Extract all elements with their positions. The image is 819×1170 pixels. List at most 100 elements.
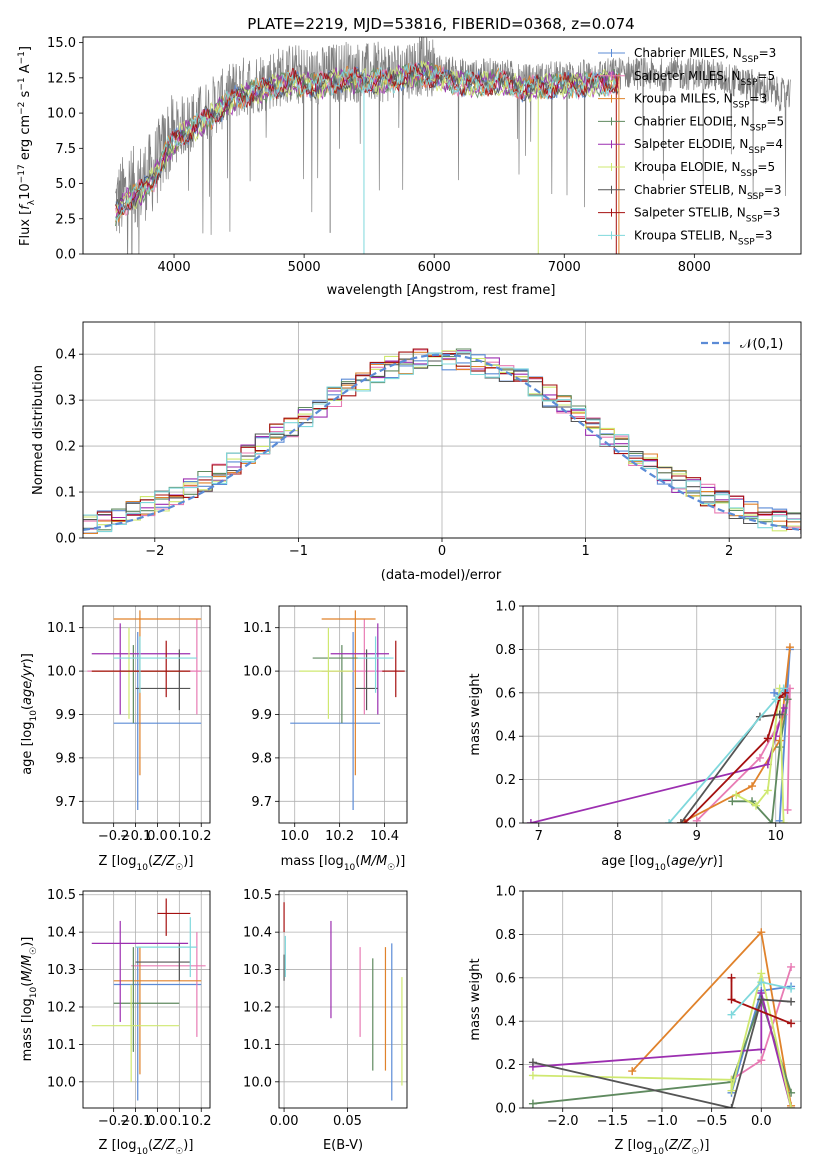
x-tick-label: 10.2 [325,829,354,844]
plot-area [283,902,403,1101]
plot-area [83,348,801,534]
y-tick-label: 10.1 [47,1038,76,1053]
age-vs-mass-panel: 10.0 10.2 10.4 9.7 9.8 9.9 10.0 10.1 mass [log10… [243,605,408,873]
mass-weight-marker [755,753,764,762]
y-tick-label: 0.4 [495,1015,516,1030]
x-tick-label: 9 [693,829,701,844]
legend-label: Chabrier STELIB, NSSP=3 [634,183,782,202]
legend-label: Chabrier MILES, NSSP=3 [634,46,776,65]
y-tick-label: 10.2 [47,1000,76,1015]
x-tick-label: 0.00 [270,1114,299,1129]
mass-weight-marker [771,732,780,741]
axes-frame [82,605,211,824]
y-tick-label: 1.0 [495,885,516,900]
x-tick-label: −1 [289,544,308,559]
mass-weight-marker [787,962,796,971]
y-tick-label: 2.5 [55,212,76,227]
y-tick-label: 0.3 [55,394,76,409]
y-tick-label: 9.7 [251,795,272,810]
x-tick-label: 0.0 [147,1114,168,1129]
x-tick-label: 5000 [288,260,321,275]
x-tick-label: 6000 [418,260,451,275]
y-tick-label: 0.8 [495,643,516,658]
y-tick-label: 9.9 [251,708,272,723]
x-tick-label: 0 [438,544,446,559]
mass-weight-series-line [668,687,785,823]
x-tick-label: 8 [614,829,622,844]
y-tick-label: 0.2 [55,440,76,455]
mass-weight-marker [757,1045,766,1054]
plot-area [526,643,794,823]
y-tick-label: 10.4 [47,926,76,941]
axes-frame [522,890,802,1109]
mass-weight-marker [787,1019,796,1028]
x-tick-label: −1.0 [646,1114,678,1129]
y-tick-label: 0.2 [495,1058,516,1073]
mass-weight-marker [757,928,766,937]
mass-weight-marker [775,743,784,752]
mass-weight-marker [676,819,685,823]
mass-weight-series-line [530,707,785,823]
x-tick-label: 0.2 [191,829,212,844]
x-axis-label: Z [log10(Z/Z☉)] [99,1138,194,1157]
x-tick-label: 10.4 [370,829,399,844]
mass-weight-series-line [532,996,792,1105]
legend-label: 𝒩(0,1) [740,337,783,352]
y-tick-label: 5.0 [55,177,76,192]
y-tick-label: 10.3 [243,963,272,978]
plot-area [115,37,791,254]
y-tick-label: 9.7 [55,795,76,810]
x-tick-label: 7000 [548,260,581,275]
plot-area [290,610,405,810]
y-tick-label: 0.6 [495,971,516,986]
x-tick-label: −0.1 [120,1114,152,1129]
mass-weight-marker [665,819,674,823]
mass-weight-marker [680,819,689,823]
model-spectrum-line [115,63,619,211]
x-axis-label: mass [log10(M/M☉)] [281,854,406,873]
plot-area [528,928,796,1108]
normal-reference-curve [83,353,801,531]
y-tick-label: 10.5 [243,888,272,903]
mass-weight-marker [775,816,784,823]
mass-weight-marker [727,1104,736,1108]
x-tick-label: 2 [725,544,733,559]
y-tick-label: 9.8 [251,751,272,766]
mass-weight-series-line [532,992,792,1108]
mass-weight-vs-metallicity-panel: −2.0 −1.5 −1.0 −0.5 0.0 0.0 0.2 0.4 0.6 0.8 1.0 mas… [468,885,802,1157]
x-tick-label: 1 [581,544,589,559]
y-tick-label: 10.1 [47,621,76,636]
y-tick-label: 10.3 [47,963,76,978]
mass-weight-marker [785,643,794,652]
mass-weight-series-line [532,998,792,1108]
x-tick-label: 0.0 [751,1114,772,1129]
histogram-step-line [83,351,801,533]
y-tick-label: 0.6 [495,686,516,701]
mass-weight-marker [763,734,772,743]
legend-label: Salpeter STELIB, NSSP=3 [634,206,780,225]
mass-weight-marker [727,1075,736,1084]
legend-label: Salpeter MILES, NSSP=5 [634,69,775,88]
legend-label: Chabrier ELODIE, NSSP=5 [634,114,784,133]
axes-frame [82,321,802,539]
axes-frame [278,890,408,1109]
y-tick-label: 0.1 [55,486,76,501]
mass-weight-marker [526,819,535,823]
x-tick-label: 10.0 [280,829,309,844]
mass-weight-series-line [732,699,789,823]
mass-weight-marker [783,695,792,704]
x-tick-label: 0.05 [333,1114,362,1129]
y-tick-label: 12.5 [47,71,76,86]
axes-frame [82,36,802,255]
x-tick-label: −2.0 [547,1114,579,1129]
legend-label: Kroupa STELIB, NSSP=3 [634,228,772,247]
mass-weight-marker [783,805,792,814]
legend: Chabrier MILES, NSSP=3 Salpeter MILES, NS… [598,46,784,247]
y-tick-label: 0.2 [495,773,516,788]
mass-weight-marker [628,1067,637,1076]
mass-weight-marker [727,1086,736,1095]
y-tick-label: 15.0 [47,36,76,51]
age-vs-metallicity-panel: −0.2−0.10.0 0.1 0.2 9.7 9.8 9.9 10.0 10.1 Z [log… [20,605,212,873]
mass-weight-marker [787,984,796,993]
x-tick-label: −0.2 [98,1114,130,1129]
